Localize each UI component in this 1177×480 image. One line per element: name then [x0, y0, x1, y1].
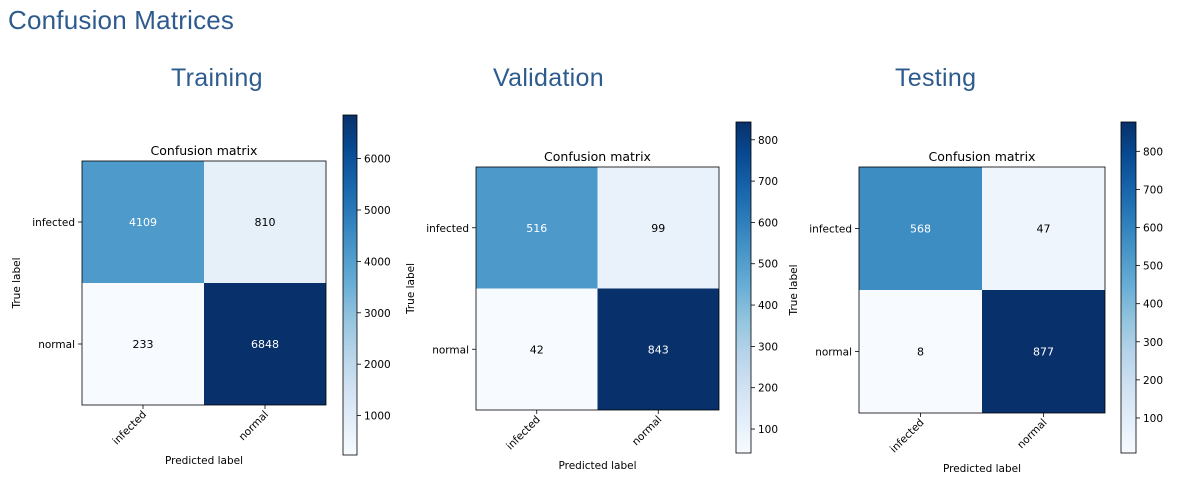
colorbar-tick-label: 1000 — [364, 411, 391, 423]
cell-value-label: 843 — [648, 343, 669, 356]
matrix-cell-normal-normal — [204, 283, 326, 405]
cell-value-label: 8 — [917, 346, 924, 359]
colorbar-tick-label: 4000 — [364, 256, 391, 268]
colorbar-tick-label: 500 — [1143, 261, 1163, 273]
y-axis-label: True label — [788, 264, 800, 316]
panel-title-testing: Testing — [895, 64, 977, 92]
cell-value-label: 568 — [910, 223, 931, 236]
colorbar-tick-label: 600 — [758, 217, 778, 229]
colorbar-tick-label: 400 — [1143, 299, 1163, 311]
chart-title: Confusion matrix — [151, 143, 258, 158]
cell-value-label: 4109 — [129, 216, 157, 229]
cell-value-label: 810 — [255, 216, 276, 229]
y-tick-label: normal — [815, 347, 852, 359]
matrix-cell-normal-normal — [982, 290, 1105, 413]
matrix-cell-infected-normal — [204, 161, 326, 283]
colorbar-tick-label: 2000 — [364, 359, 391, 371]
matrix-cell-infected-infected — [82, 161, 204, 283]
colorbar-tick-label: 700 — [1143, 184, 1163, 196]
colorbar-tick-label: 3000 — [364, 308, 391, 320]
colorbar — [735, 121, 752, 454]
colorbar-tick-label: 300 — [758, 341, 778, 353]
x-tick-label: infected — [504, 414, 543, 453]
colorbar-tick-label: 500 — [758, 259, 778, 271]
colorbar-tick-label: 200 — [758, 383, 778, 395]
matrix-cell-normal-infected — [82, 283, 204, 405]
colorbar-tick-label: 6000 — [364, 154, 391, 166]
cell-value-label: 99 — [651, 222, 665, 235]
colorbar-tick-label: 800 — [1143, 146, 1163, 158]
y-tick-label: infected — [32, 217, 75, 229]
matrix-cell-infected-infected — [476, 167, 598, 289]
matrix-cell-infected-normal — [982, 167, 1105, 290]
y-tick-label: normal — [432, 344, 469, 356]
panel-title-training: Training — [171, 64, 263, 92]
y-tick-label: normal — [38, 339, 75, 351]
y-axis-label: True label — [11, 257, 23, 309]
x-tick-label: infected — [888, 417, 927, 456]
y-axis-label: True label — [405, 263, 417, 315]
x-axis-label: Predicted label — [165, 455, 243, 467]
cell-value-label: 6848 — [251, 338, 279, 351]
confusion-matrix-validation: Confusion matrix 516 99 42 843 infected normal… — [405, 121, 778, 472]
colorbar-tick-label: 300 — [1143, 337, 1163, 349]
x-tick-label: normal — [237, 409, 272, 444]
plot-frame — [858, 166, 1106, 414]
colorbar-tick-label: 5000 — [364, 205, 391, 217]
y-tick-label: infected — [809, 224, 852, 236]
x-tick-label: normal — [630, 414, 665, 449]
matrix-cell-normal-normal — [597, 288, 719, 410]
colorbar-tick-label: 600 — [1143, 223, 1163, 235]
colorbar-tick-label: 800 — [758, 135, 778, 147]
y-tick-label: infected — [426, 223, 469, 235]
x-tick-label: normal — [1015, 417, 1050, 452]
chart-title: Confusion matrix — [929, 149, 1036, 164]
confusion-matrix-training: Confusion matrix 4109 810 233 6848 infected no… — [11, 114, 391, 467]
matrix-cell-normal-infected — [476, 288, 598, 410]
chart-title: Confusion matrix — [544, 149, 651, 164]
cell-value-label: 233 — [133, 338, 154, 351]
x-axis-label: Predicted label — [943, 463, 1021, 475]
x-axis-label: Predicted label — [558, 460, 636, 472]
cell-value-label: 516 — [526, 222, 547, 235]
plot-frame — [81, 160, 327, 406]
cell-value-label: 877 — [1033, 346, 1054, 359]
colorbar-tick-label: 100 — [1143, 413, 1163, 425]
colorbar — [342, 114, 358, 456]
panel-title-validation: Validation — [493, 64, 604, 92]
colorbar — [1120, 121, 1137, 454]
matrix-cell-infected-infected — [859, 167, 982, 290]
colorbar-tick-label: 100 — [758, 424, 778, 436]
x-tick-label: infected — [110, 409, 149, 448]
matrix-cell-infected-normal — [597, 167, 719, 289]
cell-value-label: 42 — [530, 343, 544, 356]
page-heading: Confusion Matrices — [8, 5, 235, 35]
confusion-matrix-testing: Confusion matrix 568 47 8 877 infected normal i… — [788, 121, 1163, 475]
colorbar-tick-label: 700 — [758, 176, 778, 188]
colorbar-tick-label: 200 — [1143, 375, 1163, 387]
matrix-cell-normal-infected — [859, 290, 982, 413]
plot-frame — [475, 166, 720, 411]
cell-value-label: 47 — [1037, 223, 1051, 236]
colorbar-tick-label: 400 — [758, 300, 778, 312]
